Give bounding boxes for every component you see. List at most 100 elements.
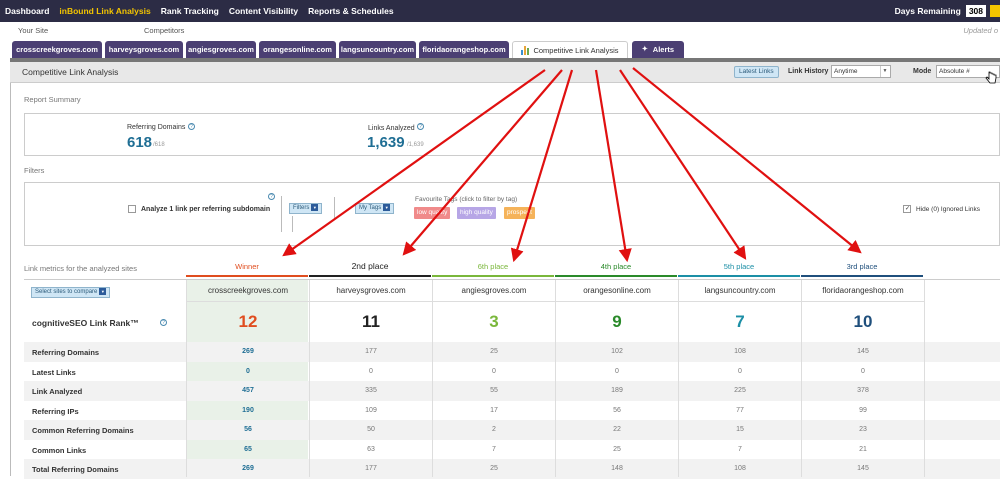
filters-button-label: Filters	[293, 205, 310, 212]
help-icon[interactable]: ?	[188, 123, 195, 130]
row-label: Referring Domains	[32, 348, 100, 357]
referring-domains-value: 618	[127, 134, 153, 151]
metric-value: 65	[244, 445, 252, 453]
my-tags-button[interactable]: My Tags ▼	[355, 203, 395, 214]
mode-value: Absolute #	[939, 68, 970, 75]
place-label-2nd: 2nd place	[309, 262, 431, 277]
metric-value: 269	[242, 465, 254, 472]
row-label: Latest Links	[32, 367, 76, 377]
metric-value: 0	[861, 367, 865, 375]
table-row: Common Referring Domains	[24, 420, 1000, 440]
hide-ignored-checkbox[interactable]: ✓	[903, 205, 911, 213]
site-header[interactable]: floridaorangeshop.com	[802, 280, 924, 302]
metric-value: 269	[242, 348, 254, 355]
site-header[interactable]: angiesgroves.com	[433, 280, 555, 302]
row-label: Common Links	[32, 445, 87, 455]
metric-value: 21	[859, 445, 867, 453]
link-rank-value: 9	[612, 312, 622, 331]
metric-value: 25	[490, 465, 498, 472]
place-label-4th: 4th place	[555, 262, 677, 277]
site-header[interactable]: langsuncountry.com	[679, 280, 801, 302]
tab-competitive-link-analysis-label: Competitive Link Analysis	[533, 45, 619, 55]
bar-chart-icon	[521, 45, 530, 55]
tab-floridaorangeshop[interactable]: floridaorangeshop.com	[419, 41, 509, 58]
tab-competitive-link-analysis[interactable]: Competitive Link Analysis	[512, 41, 628, 58]
table-row: Link Analyzed	[24, 381, 1000, 401]
link-rank-value: 3	[489, 312, 499, 331]
nav-reports-schedules[interactable]: Reports & Schedules	[308, 6, 394, 16]
metric-value: 15	[736, 426, 744, 433]
place-text: 5th place	[723, 262, 755, 271]
metric-value: 0	[615, 367, 619, 375]
main-nav: Dashboard inBound Link Analysis Rank Tra…	[0, 0, 399, 22]
chevron-down-icon: ▼	[99, 288, 107, 295]
metric-value: 7	[738, 445, 742, 453]
metric-value: 177	[365, 348, 377, 355]
tag-high-quality[interactable]: high quality	[457, 207, 496, 219]
place-label-winner: Winner	[186, 262, 308, 277]
metric-value: 177	[365, 465, 377, 472]
table-row: Latest Links	[24, 362, 1000, 382]
metric-value: 0	[492, 367, 496, 375]
upgrade-badge[interactable]	[990, 5, 1000, 17]
bell-icon: ✦	[641, 46, 648, 53]
subdomain-checkbox[interactable]	[128, 205, 136, 213]
site-header[interactable]: harveysgroves.com	[310, 280, 432, 302]
table-row: Referring IPs	[24, 401, 1000, 421]
metric-value: 0	[369, 367, 373, 375]
metric-value: 109	[365, 406, 377, 414]
my-tags-button-label: My Tags	[359, 205, 382, 212]
filters-button[interactable]: Filters ▼	[289, 203, 323, 214]
table-row: Common Links	[24, 440, 1000, 460]
tab-alerts[interactable]: ✦ Alerts	[632, 41, 684, 58]
latest-links-button[interactable]: Latest Links	[734, 66, 779, 78]
tag-low-quality[interactable]: low quality	[414, 207, 451, 219]
tab-crosscreekgroves[interactable]: crosscreekgroves.com	[12, 41, 102, 58]
tab-harveysgroves[interactable]: harveysgroves.com	[105, 41, 183, 58]
metric-value: 457	[242, 387, 254, 394]
metric-value: 25	[613, 445, 621, 453]
your-site-label: Your Site	[18, 26, 49, 35]
metric-value: 63	[367, 445, 375, 453]
metric-value: 335	[365, 387, 377, 394]
metric-value: 189	[611, 387, 623, 394]
site-header[interactable]: crosscreekgroves.com	[187, 280, 309, 302]
help-icon[interactable]: ?	[268, 193, 275, 200]
tab-angiesgroves[interactable]: angiesgroves.com	[186, 41, 256, 58]
metric-value: 7	[492, 445, 496, 453]
hide-ignored-label: Hide (0) Ignored Links	[916, 206, 980, 213]
metric-value: 148	[611, 465, 623, 472]
nav-rank-tracking[interactable]: Rank Tracking	[160, 6, 219, 16]
page-header: Competitive Link Analysis Latest Links L…	[10, 62, 1000, 83]
metric-value: 108	[734, 465, 746, 472]
chevron-down-icon: ▼	[311, 204, 319, 211]
row-label: Link Analyzed	[32, 387, 83, 396]
site-header[interactable]: orangesonline.com	[556, 280, 678, 302]
site-tabs: crosscreekgroves.com harveysgroves.com a…	[0, 41, 1000, 58]
nav-inbound-link-analysis[interactable]: inBound Link Analysis	[59, 6, 151, 16]
nav-dashboard[interactable]: Dashboard	[5, 6, 50, 16]
hand-cursor-icon	[985, 71, 997, 84]
link-history-select[interactable]: Anytime ▼	[831, 65, 891, 78]
metric-value: 22	[613, 426, 621, 433]
tab-orangesonline[interactable]: orangesonline.com	[259, 41, 336, 58]
metric-value: 56	[244, 426, 252, 433]
subdomain-checkbox-label: Analyze 1 link per referring subdomain	[141, 206, 271, 213]
select-sites-button[interactable]: Select sites to compare ▼	[31, 287, 111, 298]
site-column-3: orangesonline.com 9 102 0 189 56 22 25 148	[555, 280, 678, 477]
row-label: Total Referring Domains	[32, 465, 119, 474]
table-row: Total Referring Domains	[24, 459, 1000, 479]
metrics-table: Referring Domains Latest Links Link Anal…	[24, 279, 1000, 479]
metric-value: 23	[859, 426, 867, 433]
site-column-1: harveysgroves.com 11 177 0 335 109 50 63 177	[309, 280, 432, 477]
place-label-3rd: 3rd place	[801, 262, 923, 277]
help-icon[interactable]: ?	[160, 319, 167, 326]
nav-content-visibility[interactable]: Content Visibility	[228, 6, 299, 16]
link-rank-value: 11	[362, 312, 380, 331]
help-icon[interactable]: ?	[417, 123, 424, 130]
tab-alerts-label: Alerts	[652, 45, 675, 54]
tab-langsuncountry[interactable]: langsuncountry.com	[339, 41, 416, 58]
report-summary-heading: Report Summary	[24, 95, 81, 104]
favourite-tags-label: Favourite Tags (click to filter by tag)	[415, 196, 518, 203]
tag-prospect[interactable]: prospect	[504, 207, 535, 219]
